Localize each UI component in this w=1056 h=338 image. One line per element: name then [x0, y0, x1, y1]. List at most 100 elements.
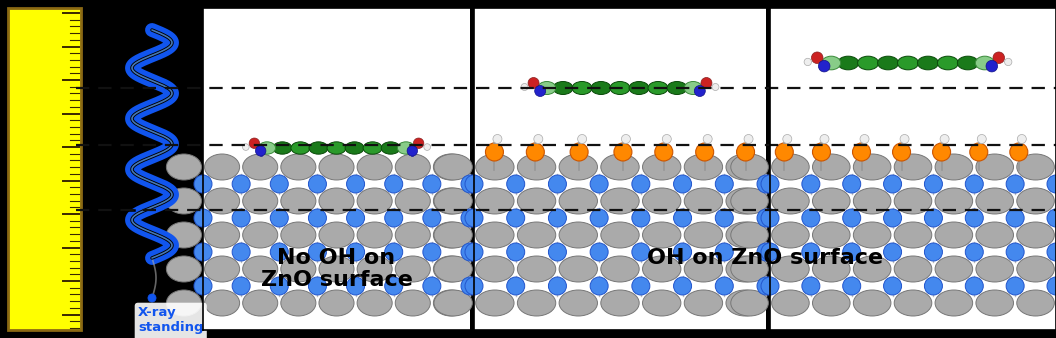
Circle shape [493, 135, 502, 144]
Ellipse shape [205, 154, 240, 180]
Ellipse shape [357, 256, 392, 282]
Circle shape [422, 277, 440, 295]
Ellipse shape [601, 222, 639, 248]
Ellipse shape [559, 188, 598, 214]
Ellipse shape [684, 154, 722, 180]
Circle shape [884, 209, 902, 227]
Circle shape [761, 243, 779, 261]
Circle shape [232, 209, 250, 227]
Circle shape [631, 209, 649, 227]
Circle shape [422, 175, 440, 193]
Ellipse shape [259, 142, 276, 154]
Ellipse shape [433, 222, 469, 248]
Circle shape [701, 77, 712, 89]
Ellipse shape [357, 154, 392, 180]
Circle shape [423, 144, 431, 150]
Circle shape [775, 143, 793, 161]
Ellipse shape [319, 256, 354, 282]
Circle shape [461, 243, 479, 261]
Ellipse shape [894, 290, 931, 316]
Ellipse shape [1017, 290, 1054, 316]
Circle shape [804, 58, 811, 66]
Ellipse shape [433, 188, 469, 214]
Ellipse shape [319, 290, 354, 316]
Ellipse shape [167, 188, 202, 214]
Ellipse shape [434, 222, 472, 248]
Ellipse shape [434, 188, 472, 214]
Ellipse shape [345, 142, 364, 154]
Ellipse shape [629, 81, 649, 95]
Ellipse shape [731, 154, 769, 180]
Circle shape [940, 135, 949, 144]
Circle shape [243, 144, 249, 150]
Circle shape [818, 61, 830, 72]
Circle shape [507, 277, 525, 295]
Circle shape [655, 143, 673, 161]
Circle shape [782, 135, 792, 144]
Circle shape [715, 277, 733, 295]
Bar [8, 8, 81, 330]
Circle shape [256, 146, 266, 156]
Circle shape [662, 135, 672, 144]
Circle shape [590, 175, 608, 193]
Circle shape [900, 135, 909, 144]
Circle shape [812, 143, 830, 161]
Ellipse shape [553, 81, 573, 95]
Ellipse shape [772, 290, 809, 316]
Ellipse shape [601, 188, 639, 214]
Ellipse shape [517, 222, 555, 248]
Ellipse shape [642, 154, 681, 180]
Ellipse shape [538, 81, 555, 95]
Circle shape [852, 143, 870, 161]
Ellipse shape [357, 290, 392, 316]
Circle shape [548, 175, 566, 193]
Circle shape [548, 209, 566, 227]
Circle shape [461, 277, 479, 295]
Ellipse shape [397, 142, 415, 154]
Circle shape [346, 243, 364, 261]
Ellipse shape [591, 81, 611, 95]
Circle shape [384, 175, 402, 193]
Ellipse shape [725, 154, 765, 180]
Ellipse shape [812, 256, 850, 282]
Circle shape [712, 83, 719, 91]
Circle shape [548, 243, 566, 261]
Ellipse shape [357, 222, 392, 248]
Bar [770, 8, 1056, 330]
Ellipse shape [395, 222, 431, 248]
Ellipse shape [642, 290, 681, 316]
Ellipse shape [517, 188, 555, 214]
Circle shape [590, 209, 608, 227]
Ellipse shape [475, 188, 514, 214]
Ellipse shape [601, 154, 639, 180]
Circle shape [521, 83, 528, 91]
Ellipse shape [935, 256, 973, 282]
Ellipse shape [731, 256, 769, 282]
Ellipse shape [812, 222, 850, 248]
Bar [203, 8, 470, 330]
Circle shape [715, 209, 733, 227]
Ellipse shape [309, 142, 328, 154]
Circle shape [884, 277, 902, 295]
Ellipse shape [363, 142, 382, 154]
Ellipse shape [243, 222, 278, 248]
Circle shape [232, 277, 250, 295]
Ellipse shape [433, 154, 469, 180]
Ellipse shape [684, 290, 722, 316]
Ellipse shape [517, 154, 555, 180]
Ellipse shape [731, 290, 769, 316]
Circle shape [413, 138, 423, 148]
Ellipse shape [725, 290, 765, 316]
Ellipse shape [610, 81, 630, 95]
Ellipse shape [319, 222, 354, 248]
Ellipse shape [772, 256, 809, 282]
Ellipse shape [667, 81, 687, 95]
Ellipse shape [167, 154, 202, 180]
Ellipse shape [272, 142, 291, 154]
Circle shape [148, 294, 156, 302]
Circle shape [461, 175, 479, 193]
Circle shape [422, 209, 440, 227]
Circle shape [802, 243, 819, 261]
Circle shape [1046, 277, 1056, 295]
Circle shape [465, 175, 483, 193]
